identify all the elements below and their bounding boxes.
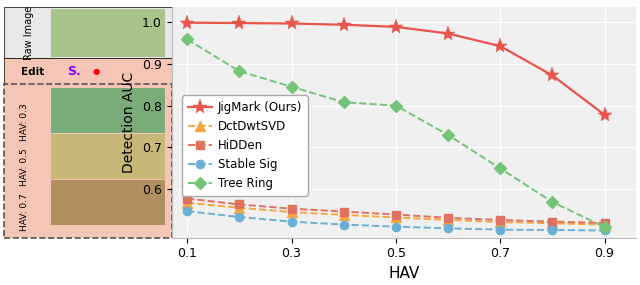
Tree Ring: [288, 85, 296, 88]
HiDDen: [288, 207, 296, 210]
DctDwtSVD: [497, 220, 504, 224]
FancyBboxPatch shape: [4, 7, 172, 58]
HiDDen: [340, 210, 348, 213]
FancyBboxPatch shape: [4, 84, 172, 238]
JigMark (Ours): [288, 22, 296, 25]
HiDDen: [236, 203, 243, 206]
Tree Ring: [236, 70, 243, 73]
HiDDen: [392, 213, 400, 216]
JigMark (Ours): [497, 44, 504, 48]
Tree Ring: [548, 200, 556, 204]
Stable Sig: [497, 228, 504, 231]
Tree Ring: [497, 167, 504, 170]
Stable Sig: [184, 209, 191, 213]
HiDDen: [444, 216, 452, 219]
Stable Sig: [548, 228, 556, 232]
HiDDen: [601, 221, 609, 225]
JigMark (Ours): [236, 21, 243, 25]
DctDwtSVD: [601, 223, 609, 226]
Line: HiDDen: HiDDen: [184, 195, 609, 227]
Text: Edit: Edit: [21, 67, 44, 77]
Text: HAV: 0.5: HAV: 0.5: [20, 148, 29, 186]
Stable Sig: [340, 223, 348, 226]
JigMark (Ours): [184, 21, 191, 24]
Legend: JigMark (Ours), DctDwtSVD, HiDDen, Stable Sig, Tree Ring: JigMark (Ours), DctDwtSVD, HiDDen, Stabl…: [182, 95, 308, 196]
Line: DctDwtSVD: DctDwtSVD: [182, 198, 609, 229]
HiDDen: [184, 197, 191, 200]
Tree Ring: [340, 101, 348, 104]
DctDwtSVD: [340, 213, 348, 217]
Text: HAV: 0.3: HAV: 0.3: [20, 103, 29, 141]
Line: JigMark (Ours): JigMark (Ours): [180, 15, 612, 123]
Stable Sig: [392, 225, 400, 228]
Tree Ring: [392, 104, 400, 107]
FancyBboxPatch shape: [51, 88, 165, 133]
DctDwtSVD: [444, 218, 452, 222]
DctDwtSVD: [236, 206, 243, 209]
FancyBboxPatch shape: [4, 58, 172, 84]
DctDwtSVD: [392, 216, 400, 219]
Line: Stable Sig: Stable Sig: [183, 207, 609, 235]
Stable Sig: [236, 215, 243, 219]
Text: HAV: 0.7: HAV: 0.7: [20, 193, 29, 231]
DctDwtSVD: [184, 201, 191, 205]
DctDwtSVD: [288, 210, 296, 214]
Y-axis label: Detection AUC: Detection AUC: [122, 72, 136, 173]
Stable Sig: [444, 227, 452, 230]
FancyBboxPatch shape: [51, 9, 165, 57]
JigMark (Ours): [601, 113, 609, 117]
Tree Ring: [601, 225, 609, 229]
Line: Tree Ring: Tree Ring: [182, 35, 609, 232]
FancyBboxPatch shape: [51, 180, 165, 225]
JigMark (Ours): [444, 32, 452, 35]
FancyBboxPatch shape: [51, 134, 165, 179]
HiDDen: [548, 220, 556, 223]
X-axis label: HAV: HAV: [388, 266, 419, 281]
Tree Ring: [444, 133, 452, 137]
Text: ●: ●: [93, 67, 100, 76]
JigMark (Ours): [392, 25, 400, 28]
Stable Sig: [601, 229, 609, 232]
JigMark (Ours): [548, 74, 556, 77]
Tree Ring: [184, 38, 191, 41]
HiDDen: [497, 218, 504, 222]
Text: Raw Image: Raw Image: [24, 5, 35, 60]
Text: S.: S.: [68, 65, 81, 78]
DctDwtSVD: [548, 222, 556, 225]
JigMark (Ours): [340, 23, 348, 27]
Stable Sig: [288, 220, 296, 223]
